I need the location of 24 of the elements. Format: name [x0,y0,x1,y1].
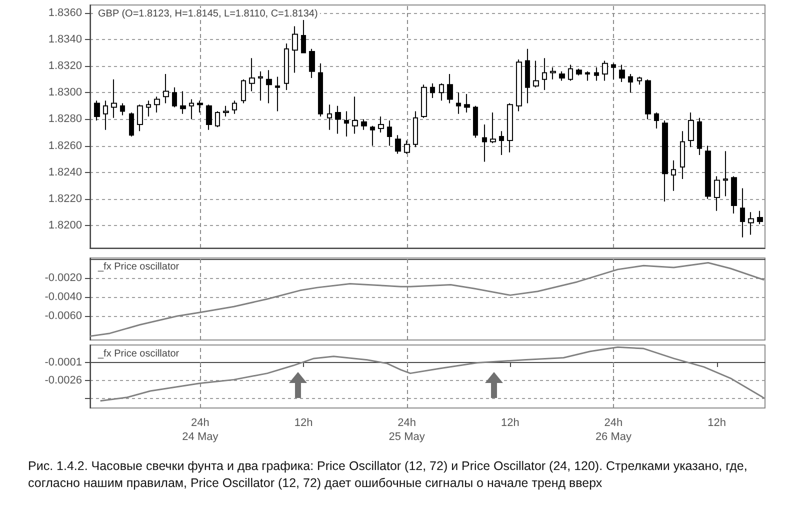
y-tick-label: -0.0040 [44,291,82,304]
y-tick-label: 1.8200 [48,219,82,232]
x-tick-label: 24h 25 May [388,417,426,443]
y-tick-label: -0.0060 [44,310,82,322]
y-tick-label: -0.0020 [44,272,82,284]
y-tick-label: -0.0026 [44,374,82,386]
x-tick-label: 12h [708,417,726,429]
y-tick-label: 1.8360 [48,6,82,19]
chart-title: _fx Price oscillator [97,348,180,360]
y-tick-label: 1.8240 [48,166,82,178]
chart-title: GBP (O=1.8123, H=1.8145, L=1.8110, C=1.8134) [98,8,318,20]
y-tick-label: 1.8320 [48,60,82,72]
x-tick-label: 12h [294,417,313,429]
y-tick-label: 1.8280 [48,113,82,126]
x-tick-label: 24h 26 May [595,417,632,443]
y-tick-label: 1.8340 [48,34,82,46]
y-tick-label: 1.8220 [48,192,82,205]
text: Рис. 1.4.2. Часовые свечки фунта и два графика: Price Oscillator (12, 72) и Price Oscillator (24, 120). Стрелками указано, где, согласно нашим правилам, Price Oscillator (12, 72) дает ошибочные сигналы о начале тренд вверх [28,458,748,492]
y-tick-label: -0.0001 [44,356,82,369]
y-tick-label: 1.8260 [48,140,82,152]
x-tick-label: 12h [500,417,520,429]
chart-title: _fx Price oscillator [97,262,180,272]
y-tick-label: 1.8300 [48,86,82,99]
x-tick-label: 24h 24 May [182,417,219,443]
